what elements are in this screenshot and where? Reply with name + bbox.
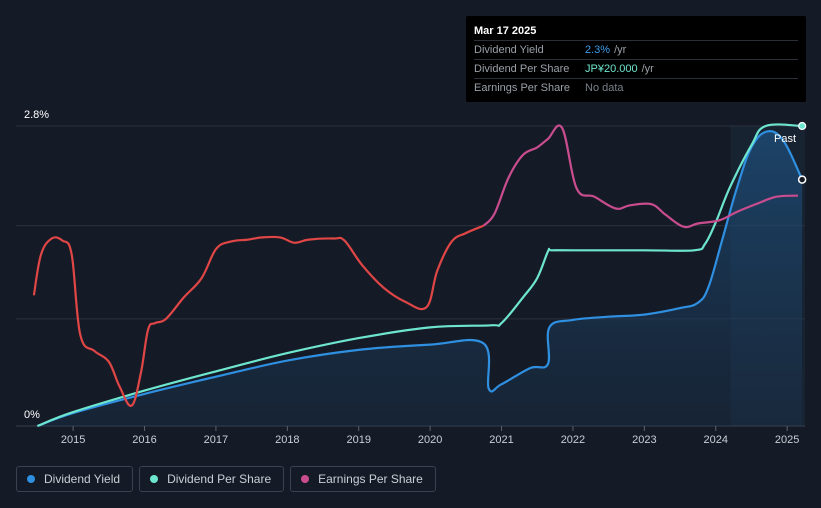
tooltip-label: Dividend Yield xyxy=(474,44,544,56)
dividend-yield-area xyxy=(37,131,803,426)
legend-dot-icon xyxy=(27,475,35,483)
tooltip-label: Earnings Per Share xyxy=(474,82,570,94)
tooltip-value: JP¥20.000 xyxy=(585,63,638,75)
earnings-per-share-line xyxy=(32,224,485,407)
tooltip-date: Mar 17 2025 xyxy=(474,25,537,37)
tick-layer: 2.8% 0% 2015 2016 2017 2018 2019 2020 2021 2022 20… xyxy=(24,109,799,446)
x-tick-label: 2018 xyxy=(275,434,299,446)
x-tick-label: 2022 xyxy=(561,434,585,446)
legend-label: Dividend Yield xyxy=(44,472,121,486)
x-tick-label: 2017 xyxy=(204,434,228,446)
tooltip-label: Dividend Per Share xyxy=(474,63,570,75)
earnings-per-share-line-recent xyxy=(482,124,798,229)
x-tick-label: 2021 xyxy=(489,434,513,446)
area-layer xyxy=(37,131,803,426)
x-tick-label: 2020 xyxy=(418,434,442,446)
tooltip-row-dividend-yield: Dividend Yield 2.3% /yr xyxy=(474,40,798,59)
legend-label: Dividend Per Share xyxy=(167,472,272,486)
tooltip-unit: /yr xyxy=(614,44,627,56)
legend-item-dividend-per-share[interactable]: Dividend Per Share xyxy=(139,466,285,492)
x-tick-label: 2019 xyxy=(346,434,370,446)
x-tick-label: 2025 xyxy=(775,434,799,446)
dividend-per-share-line xyxy=(36,123,803,428)
x-tick-label: 2023 xyxy=(632,434,656,446)
dividend-yield-line xyxy=(37,130,804,428)
legend-dot-icon xyxy=(301,475,310,483)
tooltip-row-earnings-per-share: Earnings Per Share No data xyxy=(474,78,798,97)
x-tick-label: 2024 xyxy=(704,434,728,446)
tooltip-row-dividend-per-share: Dividend Per Share JP¥20.000 /yr xyxy=(474,59,798,78)
x-tick-label: 2016 xyxy=(132,434,156,446)
legend-item-dividend-yield[interactable]: Dividend Yield xyxy=(16,466,134,492)
x-tick-label: 2015 xyxy=(61,434,85,446)
tooltip-value: No data xyxy=(585,82,624,94)
line-layer xyxy=(32,121,807,428)
dividend-yield-end-marker xyxy=(797,175,807,184)
y-tick-label: 2.8% xyxy=(24,109,49,121)
tooltip-unit: /yr xyxy=(641,63,654,75)
legend-label: Earnings Per Share xyxy=(318,472,423,486)
dividend-per-share-end-marker xyxy=(798,121,807,131)
y-tick-label: 0% xyxy=(24,409,40,421)
tooltip: Mar 17 2025 Dividend Yield 2.3% /yr Divi… xyxy=(466,16,806,102)
tooltip-value: 2.3% xyxy=(585,44,611,56)
legend-dot-icon xyxy=(150,475,159,483)
past-label: Past xyxy=(774,133,796,145)
legend: Dividend Yield Dividend Per Share Earnin… xyxy=(16,466,436,492)
legend-item-earnings-per-share[interactable]: Earnings Per Share xyxy=(290,466,436,492)
